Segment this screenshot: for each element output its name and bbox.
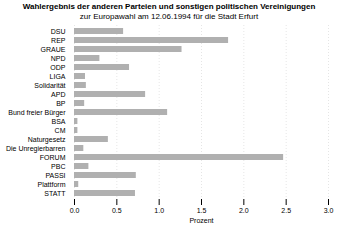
svg-text:Solidarität: Solidarität	[34, 82, 65, 89]
svg-text:LIGA: LIGA	[50, 73, 66, 80]
svg-text:Plattform: Plattform	[37, 181, 65, 188]
svg-text:PASSI: PASSI	[45, 172, 65, 179]
svg-text:0.5: 0.5	[112, 208, 122, 215]
svg-text:0.0: 0.0	[70, 208, 80, 215]
svg-text:PBC: PBC	[51, 163, 65, 170]
svg-text:1.0: 1.0	[154, 208, 164, 215]
svg-text:ODP: ODP	[50, 64, 66, 71]
svg-text:REP: REP	[51, 37, 66, 44]
svg-text:Die Unregierbarren: Die Unregierbarren	[6, 145, 66, 153]
svg-text:BSA: BSA	[51, 118, 65, 125]
svg-text:BP: BP	[56, 100, 66, 107]
svg-text:STATT: STATT	[44, 190, 66, 197]
svg-text:Naturgesetz: Naturgesetz	[28, 136, 66, 144]
svg-text:APD: APD	[51, 91, 65, 98]
svg-text:GRAUE: GRAUE	[41, 46, 66, 53]
svg-text:Bund freier Bürger: Bund freier Bürger	[8, 109, 66, 117]
svg-text:3.0: 3.0	[324, 208, 334, 215]
svg-text:2.5: 2.5	[281, 208, 291, 215]
html-text:zur Europawahl am 12.06.1994 f: zur Europawahl am 12.06.1994 für die Sta…	[79, 11, 259, 21]
svg-text:1.5: 1.5	[197, 208, 207, 215]
svg-text:NPD: NPD	[51, 55, 66, 62]
svg-text:2.0: 2.0	[239, 208, 249, 215]
svg-text:Prozent: Prozent	[189, 217, 213, 224]
svg-text:DSU: DSU	[51, 28, 66, 35]
svg-text:FORUM: FORUM	[40, 154, 66, 161]
html-text:Wahlergebnis der anderen Parte: Wahlergebnis der anderen Parteien und so…	[22, 2, 316, 11]
svg-text:CM: CM	[55, 127, 66, 134]
